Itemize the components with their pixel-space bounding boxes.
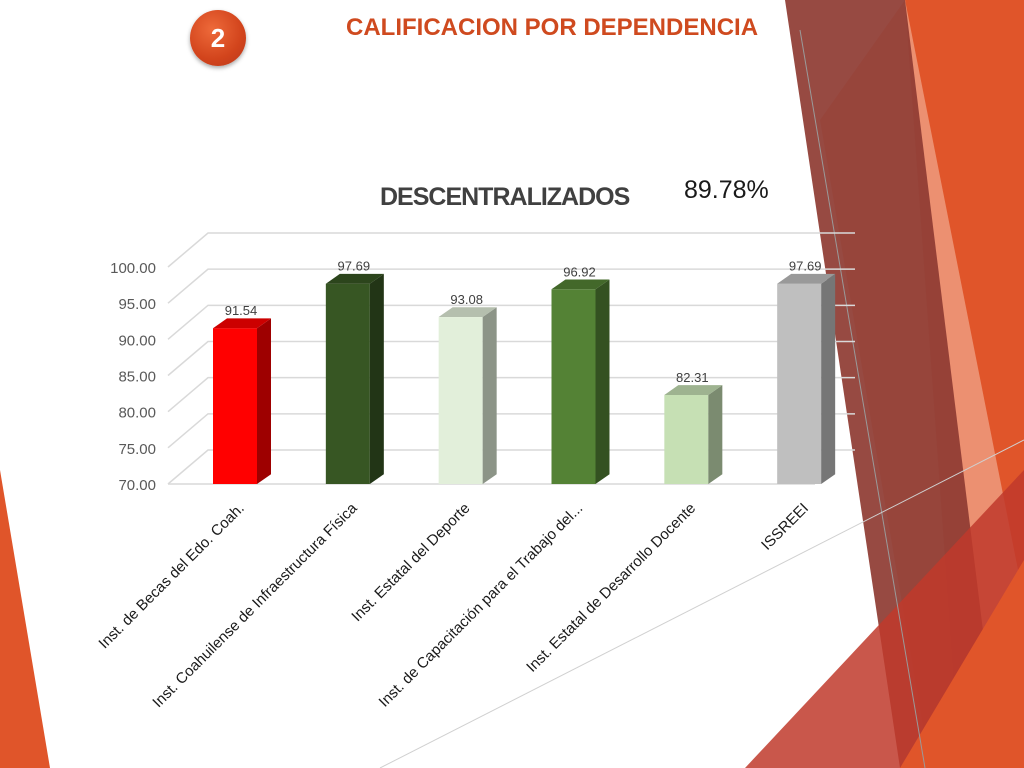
bar [325, 283, 370, 484]
bar [213, 328, 257, 484]
category-label: Inst. de Capacitación para el Trabajo de… [376, 500, 587, 711]
bar-side [369, 273, 384, 484]
bar-top [438, 307, 497, 318]
deco-bottom-orange-panel [900, 560, 1024, 768]
bar-side [708, 385, 723, 484]
bar [777, 283, 822, 484]
bar-top [777, 273, 836, 284]
y-tick-label: 95.00 [118, 296, 156, 313]
category-label: Inst. Estatal del Deporte [348, 500, 473, 625]
y-tick-label: 90.00 [118, 332, 156, 349]
overall-percent: 89.78% [684, 176, 769, 204]
data-label: 96.92 [563, 264, 596, 279]
category-label: ISSREEI [758, 500, 812, 554]
bar-top [664, 385, 723, 395]
bar [438, 317, 483, 484]
bar-top [213, 318, 271, 329]
data-label: 93.08 [450, 292, 483, 307]
y-tick-label: 85.00 [118, 369, 156, 386]
deco-thin-line [799, 29, 926, 768]
data-label: 91.54 [225, 303, 258, 318]
deco-left-orange-strip [0, 470, 50, 768]
data-label: 97.69 [789, 259, 822, 274]
y-tick-label: 75.00 [118, 441, 156, 458]
slide-number-badge: 2 [190, 10, 246, 66]
bar-side [595, 279, 610, 484]
bar [551, 289, 596, 484]
slide-number: 2 [210, 22, 226, 53]
gridline [167, 449, 855, 485]
deco-thin-line-2 [379, 439, 1024, 768]
bar-side [482, 307, 497, 484]
gridline [167, 413, 855, 449]
y-tick-label: 70.00 [118, 477, 156, 494]
data-label: 82.31 [676, 370, 709, 385]
bar-top [551, 279, 610, 290]
gridline [167, 376, 855, 413]
bar-side [257, 318, 271, 484]
bar-top [325, 273, 384, 284]
y-tick-label: 80.00 [118, 405, 156, 422]
chart-title: DESCENTRALIZADOS [380, 183, 630, 211]
bar-side [821, 273, 836, 484]
gridline [167, 268, 855, 304]
gridline [167, 340, 855, 377]
bar [664, 394, 709, 484]
gridline [167, 304, 855, 340]
slide-title: CALIFICACION POR DEPENDENCIA [346, 14, 759, 41]
data-label: 97.69 [338, 259, 371, 274]
gridline [167, 232, 855, 268]
category-label: Inst. Coahuilense de Infraestructura Fís… [149, 499, 361, 711]
y-tick-label: 100.00 [110, 260, 156, 277]
